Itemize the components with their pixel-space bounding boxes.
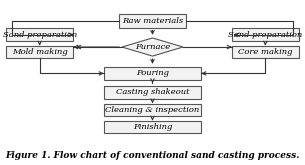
Text: Finishing: Finishing (133, 123, 172, 131)
Text: Casting shakeout: Casting shakeout (116, 88, 189, 96)
FancyBboxPatch shape (6, 28, 73, 41)
FancyBboxPatch shape (232, 28, 299, 41)
Text: Cleaning & inspection: Cleaning & inspection (105, 106, 200, 114)
Polygon shape (122, 38, 183, 56)
FancyBboxPatch shape (104, 86, 201, 99)
FancyBboxPatch shape (6, 46, 73, 58)
Text: Core making: Core making (238, 48, 292, 56)
Text: Pouring: Pouring (136, 69, 169, 77)
FancyBboxPatch shape (104, 104, 201, 116)
Text: Sand preparation: Sand preparation (2, 31, 77, 39)
Text: Furnace: Furnace (135, 43, 170, 51)
FancyBboxPatch shape (119, 14, 186, 28)
Text: Figure 1. Flow chart of conventional sand casting process.: Figure 1. Flow chart of conventional san… (5, 151, 300, 160)
FancyBboxPatch shape (104, 67, 201, 80)
Text: Mold making: Mold making (12, 48, 67, 56)
Text: Raw materials: Raw materials (122, 17, 183, 25)
FancyBboxPatch shape (104, 121, 201, 133)
Text: Sand preparation: Sand preparation (228, 31, 303, 39)
FancyBboxPatch shape (232, 46, 299, 58)
